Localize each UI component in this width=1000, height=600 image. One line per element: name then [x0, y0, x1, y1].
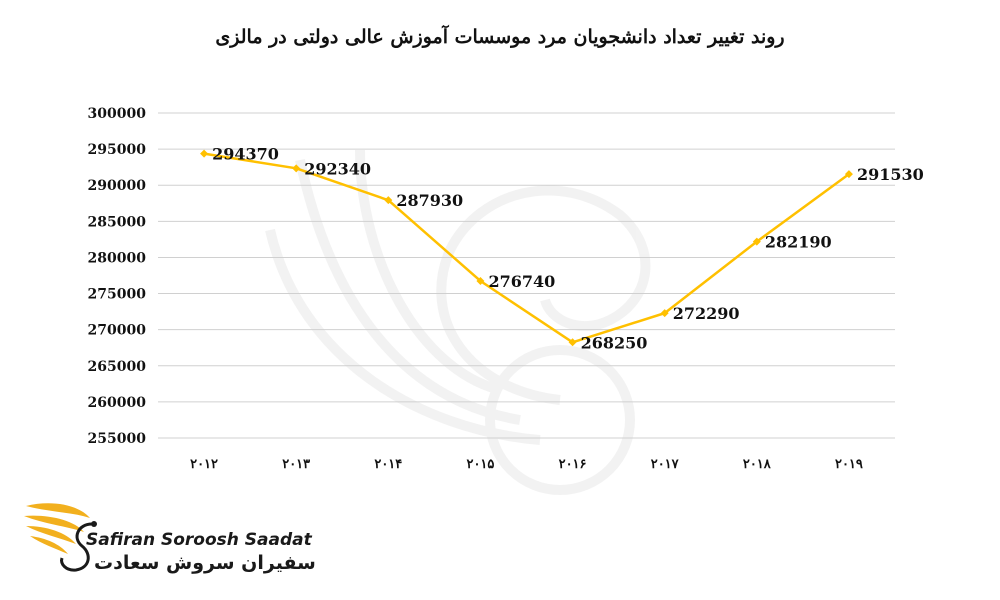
data-point	[292, 164, 301, 173]
x-tick-label: ۲۰۱۵	[466, 457, 494, 472]
y-tick-label: 280000	[88, 250, 147, 266]
chart-title: روند تغییر تعداد دانشجویان مرد موسسات آم…	[215, 26, 785, 48]
y-tick-label: 300000	[88, 106, 147, 122]
gridlines	[158, 112, 895, 439]
x-axis-ticks: ۲۰۱۲ ۲۰۱۳ ۲۰۱۴ ۲۰۱۵ ۲۰۱۶ ۲۰۱۷ ۲۰۱۸ ۲۰۱۹	[190, 457, 863, 472]
x-tick-label: ۲۰۱۳	[282, 457, 310, 472]
x-tick-label: ۲۰۱۶	[559, 457, 587, 472]
x-tick-label: ۲۰۱۹	[835, 457, 863, 472]
y-tick-label: 265000	[88, 359, 147, 375]
data-point	[384, 196, 393, 205]
series-line	[203, 152, 850, 344]
data-label: 292340	[304, 159, 371, 178]
brand-logo-icon	[24, 503, 97, 572]
data-point	[568, 338, 577, 347]
y-tick-label: 295000	[88, 142, 147, 158]
data-label: 272290	[673, 304, 740, 323]
data-label: 282190	[765, 233, 832, 252]
y-tick-label: 285000	[88, 214, 147, 230]
y-tick-label: 255000	[88, 431, 147, 447]
data-label: 276740	[488, 272, 555, 291]
data-markers	[200, 149, 853, 347]
y-tick-label: 260000	[88, 395, 147, 411]
y-tick-label: 275000	[88, 287, 147, 303]
data-point	[476, 276, 485, 285]
data-label: 294370	[212, 145, 279, 164]
brand-name-fa: سفیران سروش سعادت	[94, 552, 316, 574]
x-tick-label: ۲۰۱۷	[651, 457, 680, 472]
brand-name-en: Safiran Soroosh Saadat	[86, 530, 312, 550]
data-labels: 294370 292340 287930 276740 268250 272290 2821…	[212, 145, 924, 353]
data-label: 268250	[581, 333, 648, 352]
x-tick-label: ۲۰۱۸	[743, 457, 772, 472]
data-point	[660, 309, 669, 318]
data-label: 291530	[857, 165, 924, 184]
y-axis-ticks: 255000 260000 265000 270000 275000 280000 2850…	[88, 106, 147, 447]
y-tick-label: 290000	[88, 178, 147, 194]
x-tick-label: ۲۰۱۴	[374, 457, 402, 472]
y-tick-label: 270000	[88, 323, 147, 339]
data-label: 287930	[396, 191, 463, 210]
x-tick-label: ۲۰۱۲	[190, 457, 218, 472]
data-point	[844, 170, 853, 179]
data-point	[200, 149, 209, 158]
data-point	[752, 237, 761, 246]
